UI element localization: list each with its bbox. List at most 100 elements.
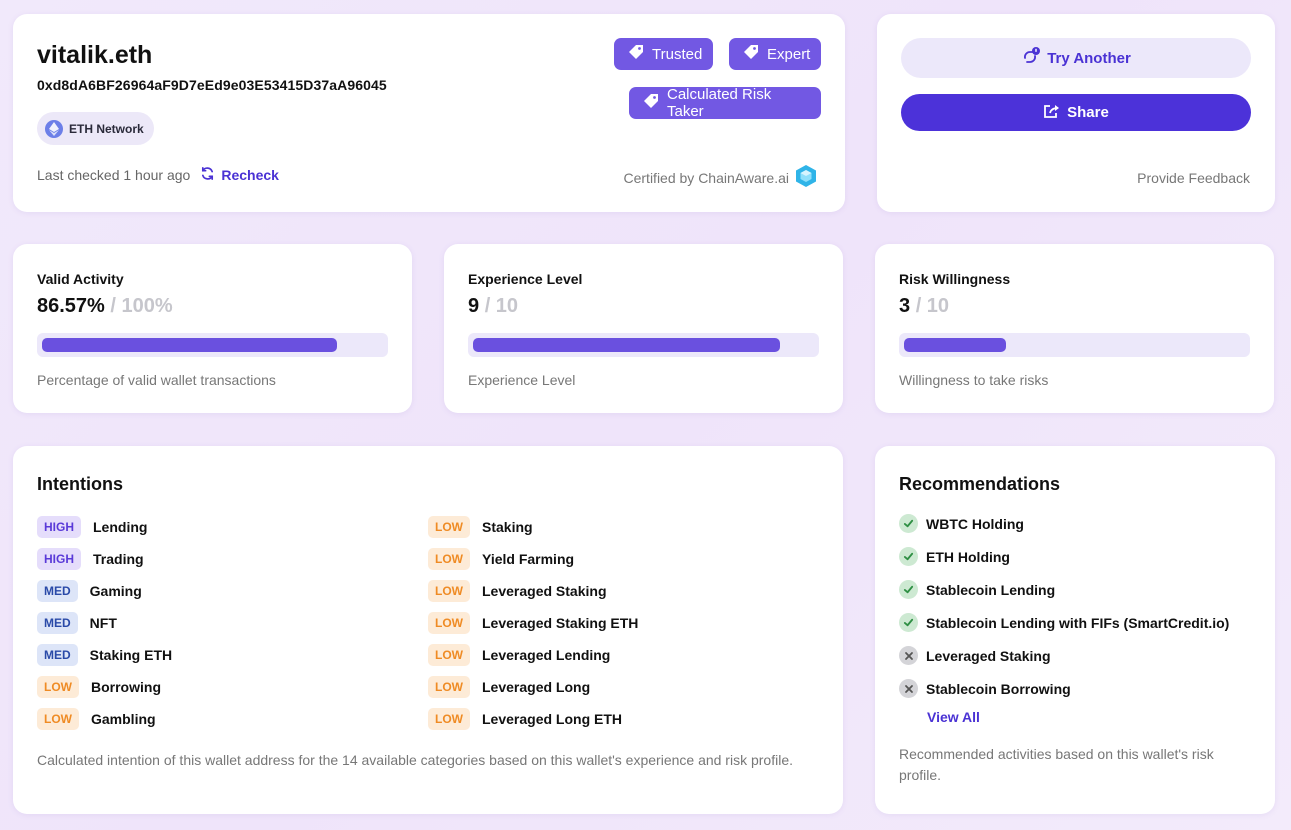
tag-trusted[interactable]: Trusted <box>614 38 713 70</box>
recommendations-list: WBTC Holding ETH Holding Stablecoin Lend… <box>899 507 1229 705</box>
level-badge: MED <box>37 644 78 666</box>
metric-title: Risk Willingness <box>899 271 1011 287</box>
intentions-description: Calculated intention of this wallet addr… <box>37 752 793 768</box>
level-badge: LOW <box>428 516 470 538</box>
intention-row: LOW Leveraged Long <box>428 671 638 703</box>
intentions-card: Intentions HIGH Lending HIGH Trading MED Ga… <box>13 446 843 814</box>
level-badge: LOW <box>428 644 470 666</box>
metric-card-valid-activity: Valid Activity 86.57% / 100% Percentage … <box>13 244 412 413</box>
check-icon <box>899 580 918 599</box>
intention-row: HIGH Lending <box>37 511 172 543</box>
metric-value: 3 / 10 <box>899 295 949 318</box>
wallet-name: vitalik.eth <box>37 41 153 69</box>
metric-card-risk-willingness: Risk Willingness 3 / 10 Willingness to t… <box>875 244 1274 413</box>
metric-title: Experience Level <box>468 271 583 287</box>
intention-row: HIGH Trading <box>37 543 172 575</box>
refresh-alert-icon <box>1021 47 1041 69</box>
recommendation-item: WBTC Holding <box>899 507 1229 540</box>
level-badge: LOW <box>428 548 470 570</box>
intention-row: LOW Leveraged Lending <box>428 639 638 671</box>
tag-expert[interactable]: Expert <box>729 38 821 70</box>
network-label: ETH Network <box>69 121 144 136</box>
share-button[interactable]: Share <box>901 94 1251 131</box>
certified-by: Certified by ChainAware.ai <box>624 164 818 191</box>
recommendations-title: Recommendations <box>899 474 1061 494</box>
level-badge: LOW <box>37 708 79 730</box>
progress-bar-fill <box>42 338 337 352</box>
intention-row: MED Gaming <box>37 575 172 607</box>
network-chip: ETH Network <box>37 112 154 145</box>
tag-label: Calculated Risk Taker <box>667 86 772 120</box>
try-another-label: Try Another <box>1047 49 1131 67</box>
intention-label: NFT <box>89 615 117 631</box>
check-icon <box>899 514 918 533</box>
progress-bar <box>899 333 1250 357</box>
chainaware-logo-icon <box>795 164 817 191</box>
metric-title: Valid Activity <box>37 271 124 287</box>
intention-label: Lending <box>93 519 148 535</box>
recommendation-label: WBTC Holding <box>926 515 1024 532</box>
recheck-label: Recheck <box>221 167 279 183</box>
cross-icon <box>899 646 918 665</box>
intention-label: Leveraged Long ETH <box>482 711 623 727</box>
tag-icon <box>743 44 759 64</box>
intention-row: LOW Leveraged Long ETH <box>428 703 638 735</box>
try-another-button[interactable]: Try Another <box>901 38 1251 78</box>
intention-row: LOW Borrowing <box>37 671 172 703</box>
progress-bar-fill <box>904 338 1006 352</box>
intention-label: Staking ETH <box>89 647 173 663</box>
metric-description: Experience Level <box>468 372 576 388</box>
intention-label: Leveraged Lending <box>482 647 611 663</box>
tag-label: Trusted <box>652 45 703 63</box>
level-badge: MED <box>37 580 78 602</box>
view-all-link[interactable]: View All <box>927 709 980 725</box>
intention-label: Leveraged Staking <box>482 583 607 599</box>
level-badge: HIGH <box>37 548 81 570</box>
intention-row: LOW Leveraged Staking ETH <box>428 607 638 639</box>
level-badge: LOW <box>428 676 470 698</box>
intention-label: Gambling <box>91 711 156 727</box>
intention-row: MED NFT <box>37 607 172 639</box>
recommendation-label: Stablecoin Lending with FIFs (SmartCredi… <box>926 614 1230 631</box>
intention-label: Leveraged Staking ETH <box>482 615 639 631</box>
recommendation-label: Stablecoin Lending <box>926 581 1056 598</box>
metric-value-number: 3 <box>899 295 911 317</box>
metric-value: 86.57% / 100% <box>37 295 173 318</box>
metric-value: 9 / 10 <box>468 295 518 318</box>
wallet-card: vitalik.eth 0xd8dA6BF26964aF9D7eEd9e03E5… <box>13 14 845 212</box>
intention-label: Trading <box>93 551 144 567</box>
metric-value-max: / 100% <box>110 295 173 317</box>
progress-bar-fill <box>473 338 780 352</box>
last-checked-row: Last checked 1 hour ago Recheck <box>37 166 279 184</box>
intention-label: Leveraged Long <box>482 679 591 695</box>
recommendation-label: ETH Holding <box>926 548 1010 565</box>
intention-row: LOW Leveraged Staking <box>428 575 638 607</box>
recheck-button[interactable]: Recheck <box>200 166 279 184</box>
intention-row: LOW Yield Farming <box>428 543 638 575</box>
share-label: Share <box>1067 104 1109 121</box>
tag-icon <box>643 93 659 113</box>
metric-value-number: 86.57% <box>37 295 105 317</box>
check-icon <box>899 547 918 566</box>
metric-description: Percentage of valid wallet transactions <box>37 372 276 388</box>
intentions-title: Intentions <box>37 474 123 494</box>
actions-card: Try Another Share Provide Feedback <box>877 14 1275 212</box>
recommendations-description: Recommended activities based on this wal… <box>899 746 1214 783</box>
check-icon <box>899 613 918 632</box>
recommendation-item: ETH Holding <box>899 540 1229 573</box>
metric-card-experience-level: Experience Level 9 / 10 Experience Level <box>444 244 843 413</box>
level-badge: MED <box>37 612 78 634</box>
level-badge: LOW <box>428 580 470 602</box>
tag-calculated-risk-taker[interactable]: Calculated Risk Taker <box>629 86 821 120</box>
tag-label: Expert <box>767 45 811 63</box>
recommendation-item: Stablecoin Lending with FIFs (SmartCredi… <box>899 606 1229 639</box>
wallet-address[interactable]: 0xd8dA6BF26964aF9D7eEd9e03E53415D37aA960… <box>37 77 387 93</box>
intention-row: MED Staking ETH <box>37 639 172 671</box>
intention-label: Yield Farming <box>482 551 575 567</box>
share-icon <box>1043 103 1061 123</box>
metric-value-max: / 10 <box>915 295 950 317</box>
intention-label: Gaming <box>89 583 142 599</box>
cross-icon <box>899 679 918 698</box>
progress-bar <box>468 333 819 357</box>
provide-feedback-link[interactable]: Provide Feedback <box>1137 170 1250 186</box>
